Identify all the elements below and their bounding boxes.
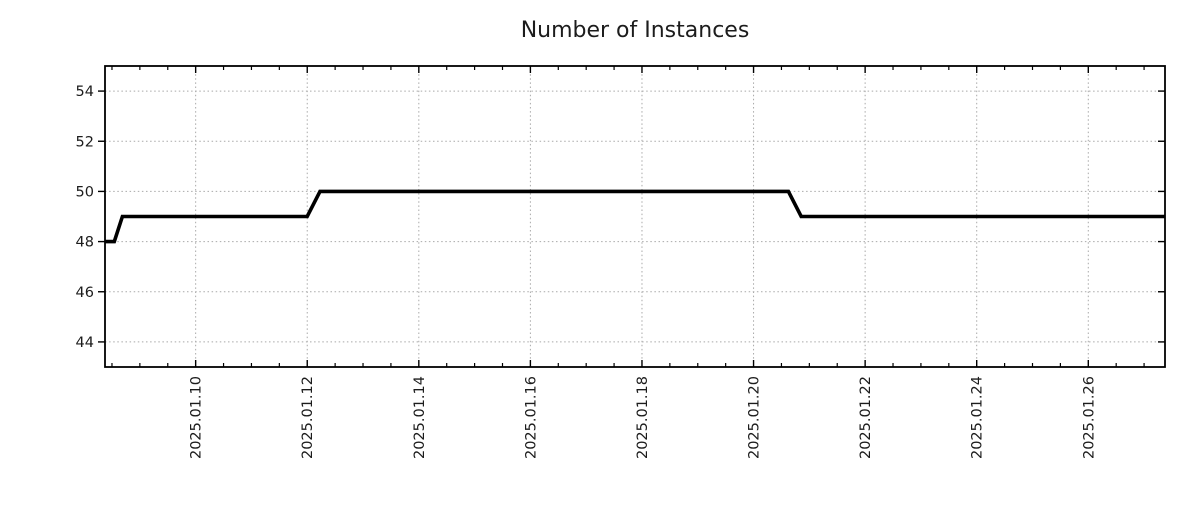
y-tick-label: 46 [76,285,94,301]
x-tick-label: 2025.01.24 [970,376,986,459]
chart-title: Number of Instances [521,18,750,43]
axis-labels-layer: 44 46 48 50 52 54 2025.01.10 2025.01.12 2025.01.… [76,84,1098,459]
y-tick-label: 52 [76,134,94,150]
y-tick-label: 54 [76,84,94,100]
data-series-layer [105,189,1165,244]
axes-layer [98,65,1166,368]
x-tick-label: 2025.01.16 [523,376,539,459]
plot-border [104,65,1166,368]
x-tick-label: 2025.01.10 [189,376,205,459]
series-line [105,189,1165,244]
x-tick-label: 2025.01.18 [635,376,651,459]
y-tick-label: 48 [76,235,94,251]
x-tick-label: 2025.01.22 [858,376,874,459]
x-tick-label: 2025.01.26 [1081,376,1097,459]
y-tick-label: 50 [76,184,94,200]
x-tick-label: 2025.01.14 [412,376,428,459]
x-tick-label: 2025.01.12 [300,376,316,459]
x-tick-label: 2025.01.20 [747,376,763,459]
y-tick-label: 44 [76,335,94,351]
